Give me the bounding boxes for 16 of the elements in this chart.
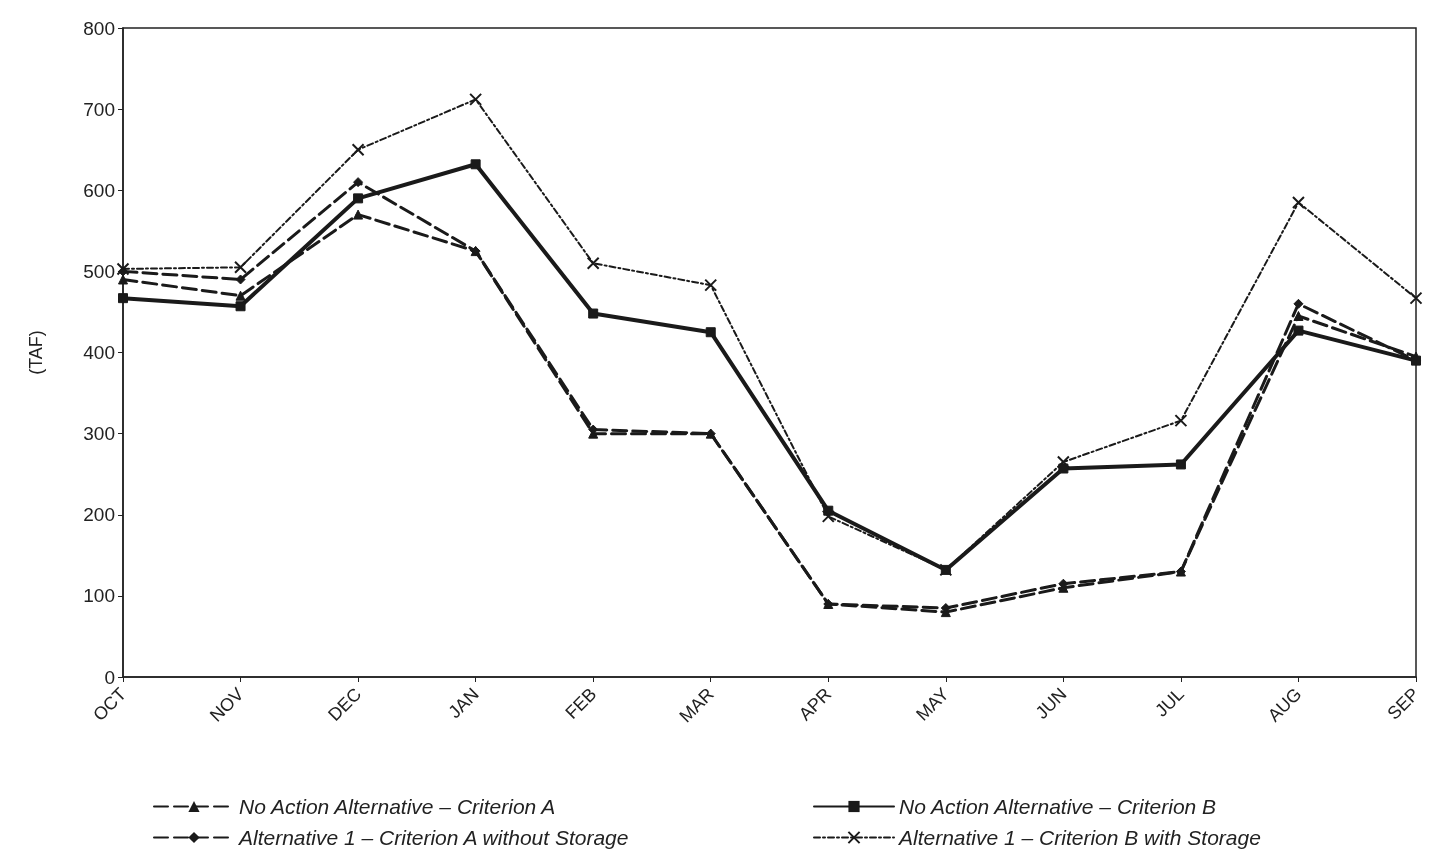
y-tick-label: 800 (83, 17, 115, 39)
x-tick-label: JUL (1151, 683, 1188, 721)
x-tick-label: FEB (561, 683, 601, 723)
y-tick-label: 0 (104, 666, 115, 688)
y-tick-label: 100 (83, 585, 115, 607)
legend-label: Alternative 1 – Criterion A without Storage (237, 826, 629, 849)
y-tick-label: 400 (83, 342, 115, 363)
y-tick-label: 300 (83, 423, 115, 445)
legend-label: Alternative 1 – Criterion B with Storage (897, 826, 1261, 849)
y-tick-label: 500 (83, 260, 115, 282)
legend-label: No Action Alternative – Criterion A (239, 795, 556, 818)
y-tick-label: 600 (83, 179, 115, 201)
y-tick-label: 700 (83, 98, 115, 120)
legend-label: No Action Alternative – Criterion B (899, 795, 1217, 818)
y-tick-label: 200 (83, 504, 115, 526)
y-axis-title: (TAF) (26, 330, 46, 375)
